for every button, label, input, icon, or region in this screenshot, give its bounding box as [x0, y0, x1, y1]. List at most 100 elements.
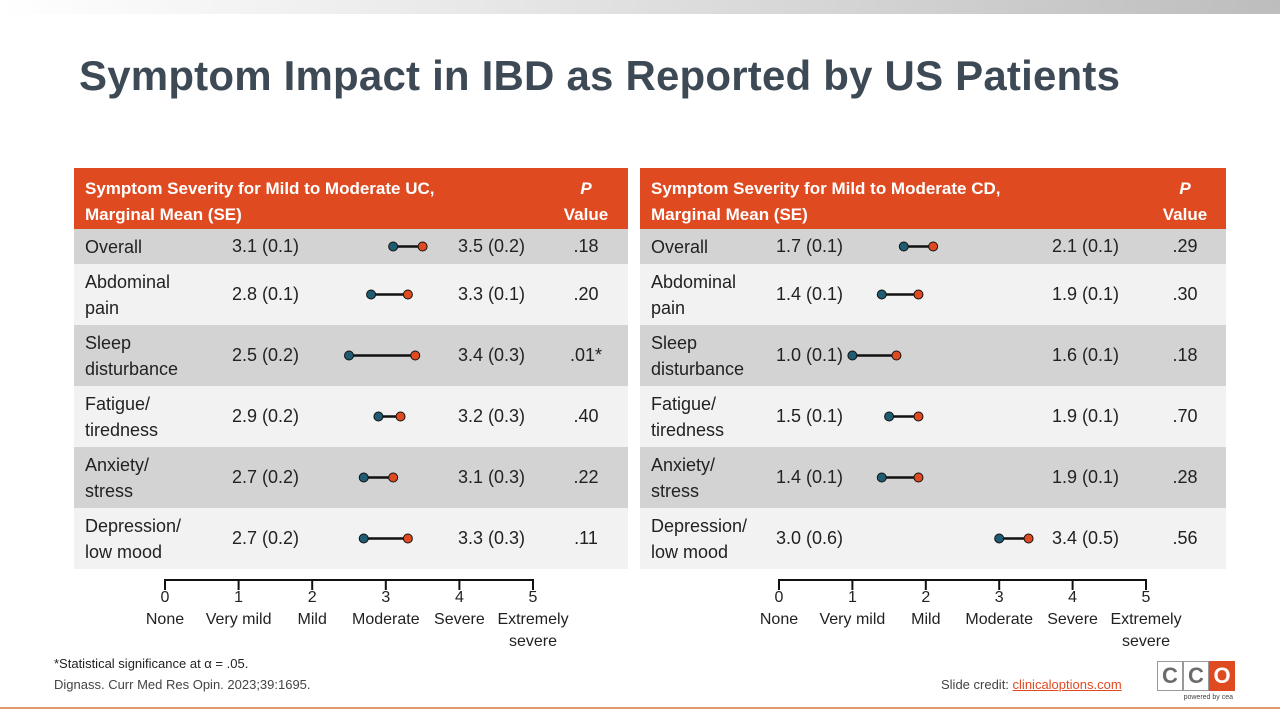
uc-dumbbell-svg: [373, 411, 406, 422]
uc-mild-dot: [358, 533, 369, 544]
uc-moderate-dot: [417, 241, 428, 252]
cd-row-0: Overall 1.7 (0.1) 2.1 (0.1) .29: [640, 229, 1226, 264]
cd-mild-dot: [876, 472, 887, 483]
cd-p-value: .70: [1172, 405, 1198, 426]
footnote: *Statistical significance at α = .05.: [54, 656, 249, 671]
cd-table-panel: Symptom Severity for Mild to Moderate CD…: [640, 168, 1226, 569]
cd-moderate-mean: 3.4 (0.5): [1052, 527, 1120, 548]
uc-tick-number: 1: [234, 589, 244, 606]
cd-tick-label: Severe: [1047, 611, 1098, 628]
uc-row-label-line: Abdominal: [85, 271, 171, 292]
cd-tick-number: 4: [1068, 589, 1078, 606]
uc-p-value: .11: [574, 527, 598, 548]
cd-dumbbell-svg: [994, 533, 1034, 544]
cd-mild-mean: 1.5 (0.1): [776, 405, 844, 426]
uc-row-label-line: Overall: [85, 236, 143, 257]
uc-moderate-dot: [395, 411, 406, 422]
cd-row-label: Abdominal pain: [651, 269, 736, 321]
uc-header-label-line2: Marginal Mean (SE): [85, 205, 242, 224]
top-gradient-bar: [0, 0, 1280, 14]
cd-row-5: Depression/low mood 3.0 (0.6) 3.4 (0.5) .56: [640, 508, 1226, 569]
cd-axis-svg: [778, 579, 1147, 590]
cd-tick-label: Very mild: [819, 611, 886, 628]
uc-p-value-header: P Value: [556, 176, 616, 228]
cd-p-value-header: P Value: [1155, 176, 1215, 228]
uc-row-2: Sleep disturbance 2.5 (0.2) 3.4 (0.3) .01*: [74, 325, 628, 386]
cd-tick-number: 1: [847, 589, 857, 606]
uc-row-label-line: Sleep: [85, 332, 132, 353]
uc-mild-mean: 2.9 (0.2): [232, 405, 300, 426]
uc-moderate-mean: 3.1 (0.3): [458, 466, 526, 487]
uc-p-value: .40: [573, 405, 599, 426]
cd-moderate-dot: [891, 350, 902, 361]
cd-mild-dot: [994, 533, 1005, 544]
cd-p-header-line1: P: [1179, 179, 1191, 198]
cd-moderate-dot: [913, 411, 924, 422]
uc-row-3: Fatigue/tiredness 2.9 (0.2) 3.2 (0.3) .40: [74, 386, 628, 447]
cd-table-header: Symptom Severity for Mild to Moderate CD…: [640, 168, 1226, 229]
cd-row-label-line: Depression/: [651, 515, 748, 536]
uc-mild-mean: 3.1 (0.1): [232, 235, 300, 256]
cd-header-label-line2: Marginal Mean (SE): [651, 205, 808, 224]
uc-tick-label: None: [145, 611, 185, 628]
uc-dumbbell-svg: [344, 350, 421, 361]
citation: Dignass. Curr Med Res Opin. 2023;39:1695…: [54, 677, 311, 692]
cd-mild-mean: 1.7 (0.1): [776, 235, 844, 256]
uc-p-value: .18: [573, 235, 599, 256]
cd-moderate-dot: [913, 289, 924, 300]
cd-row-label: Fatigue/tiredness: [651, 391, 724, 443]
uc-tick-label: Severe: [434, 611, 485, 628]
uc-moderate-mean: 3.5 (0.2): [458, 235, 526, 256]
cd-row-label-line: disturbance: [651, 358, 745, 379]
cd-row-label-line: pain: [651, 297, 686, 318]
cd-dumbbell-svg: [876, 472, 924, 483]
cd-moderate-dot: [913, 472, 924, 483]
uc-row-label: Sleep disturbance: [85, 330, 178, 382]
uc-tick-number: 5: [528, 589, 538, 606]
cd-header-label: Symptom Severity for Mild to Moderate CD…: [651, 176, 1081, 228]
cd-mild-dot: [898, 241, 909, 252]
uc-p-value: .22: [573, 466, 599, 487]
cd-tick-number: 2: [921, 589, 931, 606]
cd-row-label-line: Anxiety/: [651, 454, 716, 475]
uc-moderate-mean: 3.4 (0.3): [458, 344, 526, 365]
uc-row-label-line: Depression/: [85, 515, 182, 536]
uc-row-label: Depression/low mood: [85, 513, 181, 565]
uc-tick-label: Very mild: [205, 611, 272, 628]
uc-p-value: .20: [573, 283, 599, 304]
uc-mild-mean: 2.5 (0.2): [232, 344, 300, 365]
uc-tick-number: 3: [381, 589, 391, 606]
cd-mild-mean: 1.4 (0.1): [776, 283, 844, 304]
uc-p-value: .01*: [569, 344, 603, 365]
cd-row-label-line: low mood: [651, 541, 729, 562]
uc-row-label-line: pain: [85, 297, 120, 318]
uc-dumbbell-svg: [358, 472, 399, 483]
cd-row-4: Anxiety/stress 1.4 (0.1) 1.9 (0.1) .28: [640, 447, 1226, 508]
uc-header-label-line1: Symptom Severity for Mild to Moderate UC…: [85, 179, 435, 198]
credit-link[interactable]: clinicaloptions.com: [1012, 677, 1122, 692]
uc-mild-dot: [388, 241, 399, 252]
uc-moderate-dot: [388, 472, 399, 483]
cd-tick-number: 5: [1141, 589, 1151, 606]
uc-moderate-dot: [402, 289, 413, 300]
cco-logo: C C O powered by cea: [1157, 661, 1235, 707]
uc-table-panel: Symptom Severity for Mild to Moderate UC…: [74, 168, 628, 569]
cd-p-value: .29: [1172, 235, 1198, 256]
cd-mild-dot: [884, 411, 895, 422]
uc-mild-dot: [358, 472, 369, 483]
uc-mild-dot: [373, 411, 384, 422]
cd-row-label-line: tiredness: [651, 419, 725, 440]
cd-mild-dot: [847, 350, 858, 361]
uc-tick-label: Moderate: [352, 611, 420, 628]
cd-row-label: Sleep disturbance: [651, 330, 744, 382]
uc-moderate-dot: [410, 350, 421, 361]
uc-row-label-line: stress: [85, 480, 134, 501]
cd-p-value: .28: [1172, 466, 1198, 487]
uc-row-label-line: disturbance: [85, 358, 179, 379]
uc-moderate-mean: 3.2 (0.3): [458, 405, 526, 426]
cd-moderate-mean: 1.9 (0.1): [1052, 283, 1120, 304]
cd-row-label: Anxiety/stress: [651, 452, 715, 504]
uc-row-label-line: Anxiety/: [85, 454, 150, 475]
uc-p-header-line2: Value: [563, 205, 609, 224]
cd-tick-number: 3: [994, 589, 1004, 606]
